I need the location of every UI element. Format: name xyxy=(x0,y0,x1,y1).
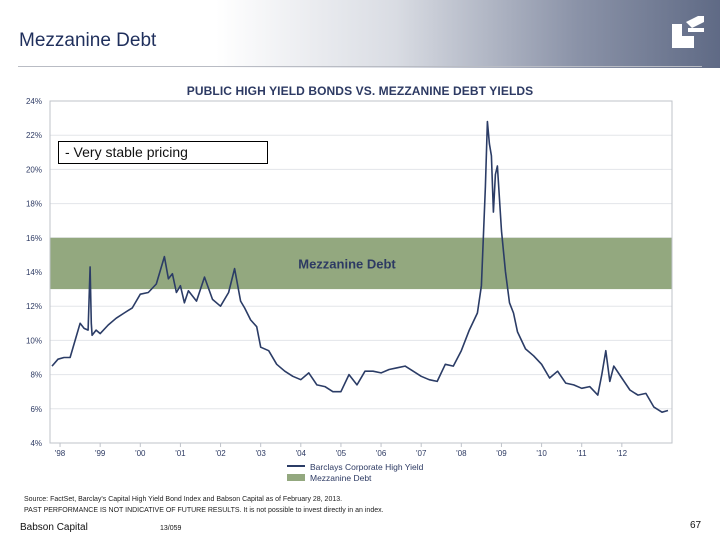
x-tick-label: '02 xyxy=(215,449,226,458)
chart-title: PUBLIC HIGH YIELD BONDS VS. MEZZANINE DE… xyxy=(186,84,534,98)
legend-label-mezzanine: Mezzanine Debt xyxy=(310,473,372,483)
x-axis-ticks: '98 '99 '00 '01 '02 '03 '04 '05 '06 '07 '08 '09 '10 '… xyxy=(55,443,628,458)
company-logo-icon xyxy=(672,16,704,48)
yield-chart: Mezzanine Debt 4% 6% 8% 10% 12% 14% 16% 18% 20% 2… xyxy=(26,97,673,483)
high-yield-series-line xyxy=(51,120,669,413)
legend-label-high-yield: Barclays Corporate High Yield xyxy=(310,462,424,472)
y-axis-ticks: 4% 6% 8% 10% 12% 14% 16% 18% 20% 22% 24% xyxy=(26,97,42,448)
y-tick-label: 22% xyxy=(26,131,42,140)
x-tick-label: '09 xyxy=(496,449,507,458)
legend-swatch-mezzanine xyxy=(287,474,305,481)
x-tick-label: '06 xyxy=(376,449,387,458)
page-title: Mezzanine Debt xyxy=(19,30,157,51)
x-tick-label: '08 xyxy=(456,449,467,458)
source-note: Source: FactSet, Barclay's Capital High … xyxy=(24,494,384,516)
header-divider xyxy=(18,66,702,67)
header-band xyxy=(0,0,720,68)
y-tick-label: 10% xyxy=(26,336,42,345)
disclaimer-line: PAST PERFORMANCE IS NOT INDICATIVE OF FU… xyxy=(24,507,384,514)
x-tick-label: '11 xyxy=(577,449,587,458)
callout-box: - Very stable pricing xyxy=(58,141,268,164)
x-tick-label: '99 xyxy=(95,449,106,458)
y-tick-label: 24% xyxy=(26,97,42,106)
y-tick-label: 8% xyxy=(30,371,42,380)
x-tick-label: '98 xyxy=(55,449,66,458)
x-tick-label: '10 xyxy=(536,449,547,458)
x-tick-label: '03 xyxy=(255,449,266,458)
x-tick-label: '07 xyxy=(416,449,427,458)
mezzanine-band xyxy=(50,237,672,290)
y-tick-label: 14% xyxy=(26,268,42,277)
page-number: 67 xyxy=(690,520,702,531)
y-tick-label: 4% xyxy=(30,439,42,448)
y-tick-label: 12% xyxy=(26,302,42,311)
mezzanine-band-label: Mezzanine Debt xyxy=(298,256,396,271)
plot-border xyxy=(49,100,673,444)
y-tick-label: 20% xyxy=(26,165,42,174)
footer-company: Babson Capital xyxy=(20,522,88,533)
legend: Barclays Corporate High Yield Mezzanine … xyxy=(287,462,424,483)
source-line: Source: FactSet, Barclay's Capital High … xyxy=(24,496,343,503)
y-tick-label: 16% xyxy=(26,234,42,243)
x-tick-label: '01 xyxy=(175,449,186,458)
x-tick-label: '05 xyxy=(336,449,347,458)
x-tick-label: '12 xyxy=(617,449,628,458)
footer-code: 13/059 xyxy=(160,525,182,532)
x-tick-label: '00 xyxy=(135,449,146,458)
y-tick-label: 6% xyxy=(30,405,42,414)
y-tick-label: 18% xyxy=(26,200,42,209)
x-tick-label: '04 xyxy=(296,449,307,458)
